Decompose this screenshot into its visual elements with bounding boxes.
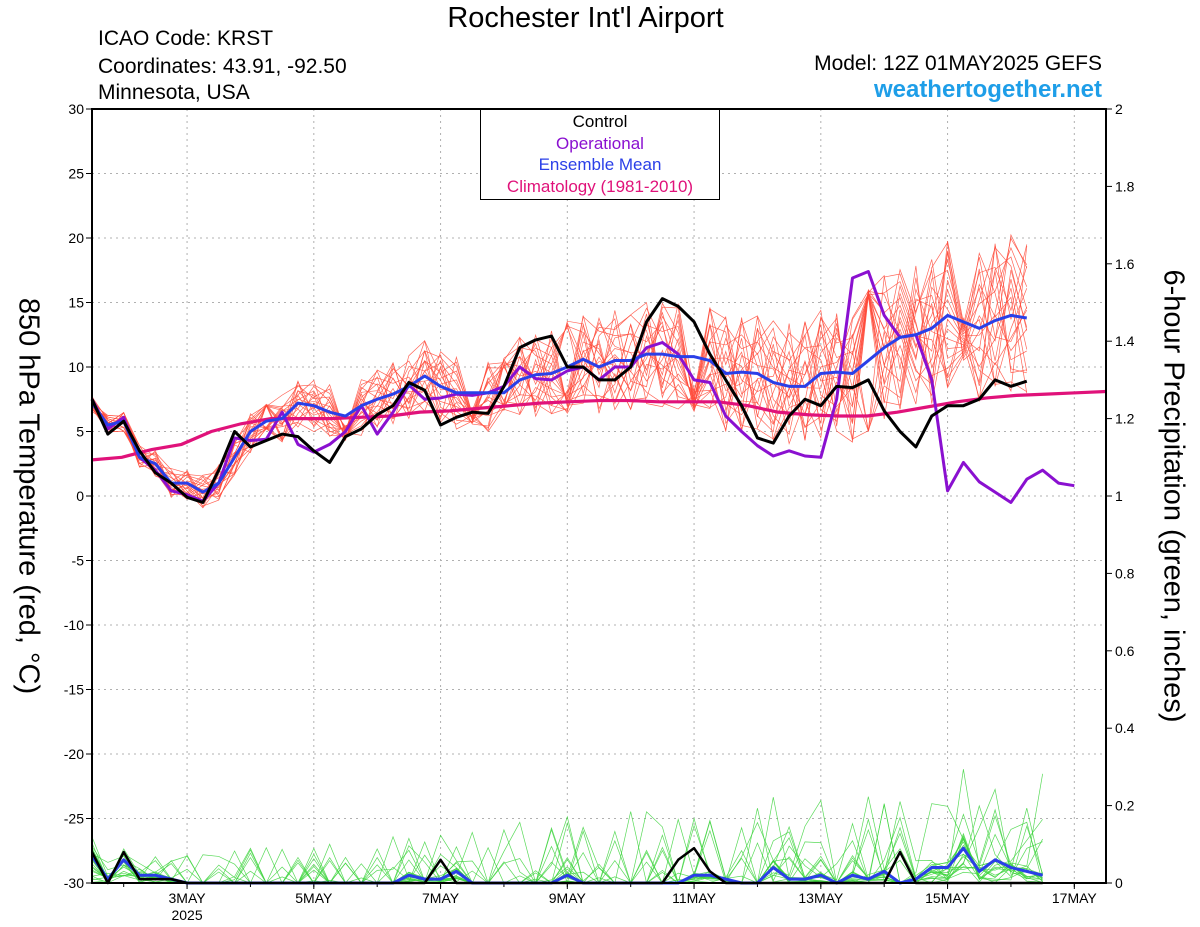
temperature-member-line [91, 241, 1027, 500]
x-tick-label: 13MAY [798, 890, 844, 906]
temperature-member-line [91, 233, 1028, 492]
x-tick-label: 3MAY [169, 890, 207, 906]
site-link[interactable]: weathertogether.net [873, 76, 1102, 103]
chart-title: Rochester Int'l Airport [447, 2, 724, 34]
x-tick-label: 11MAY [672, 890, 716, 906]
x-tick-label: 5MAY [295, 890, 333, 906]
y2-tick-label: 1.2 [1115, 411, 1135, 427]
precip-member-line [91, 797, 1043, 884]
y2-tick-label: 0.6 [1115, 643, 1135, 659]
y2-tick-label: 1.6 [1115, 256, 1135, 272]
y-tick-label: -10 [64, 617, 84, 633]
y2-tick-label: 0.4 [1115, 720, 1135, 736]
y2-tick-label: 0 [1115, 875, 1123, 891]
y-tick-label: -15 [64, 682, 84, 698]
legend-climatology: Climatology (1981-2010) [506, 176, 694, 196]
x-tick-year: 2025 [171, 907, 202, 923]
y-tick-label: -20 [64, 746, 84, 762]
x-tick-label: 17MAY [1052, 890, 1098, 906]
y-tick-label: 20 [68, 230, 84, 246]
y2-tick-label: 1.8 [1115, 178, 1135, 194]
legend-operational: Operational [556, 133, 644, 153]
legend-ensemble-mean: Ensemble Mean [538, 155, 662, 174]
y-tick-label: -25 [64, 811, 84, 827]
y2-tick-label: 0.2 [1115, 798, 1135, 814]
location-state: Minnesota, USA [98, 81, 250, 104]
ensemble-mean-line [90, 313, 1028, 494]
temperature-member-line [91, 265, 1028, 499]
x-tick-label: 7MAY [422, 890, 460, 906]
y2-tick-label: 1 [1115, 488, 1123, 504]
y2-tick-label: 2 [1115, 101, 1123, 117]
precip-member-line [91, 796, 1043, 884]
y2-tick-label: 1.4 [1115, 333, 1135, 349]
temperature-member-line [91, 269, 1028, 509]
legend: Control Operational Ensemble Mean Climat… [480, 109, 720, 200]
coordinates: Coordinates: 43.91, -92.50 [98, 55, 347, 78]
precip-member-line [91, 801, 1043, 884]
y-tick-label: 30 [68, 101, 84, 117]
y-tick-label: -30 [64, 875, 84, 891]
y2-tick-label: 0.8 [1115, 565, 1135, 581]
y-tick-label: 5 [76, 424, 84, 440]
y-tick-label: 25 [68, 166, 84, 182]
plot-frame [91, 108, 1107, 884]
temperature-member-line [91, 245, 1028, 497]
temperature-member-line [91, 288, 1027, 495]
y-tick-label: 15 [68, 295, 84, 311]
x-tick-label: 9MAY [549, 890, 587, 906]
model-run: Model: 12Z 01MAY2025 GEFS [814, 52, 1102, 75]
x-tick-label: 15MAY [925, 890, 971, 906]
y-tick-label: 10 [68, 359, 84, 375]
y-tick-label: -5 [72, 553, 85, 569]
icao-code: ICAO Code: KRST [98, 27, 274, 50]
legend-control: Control [572, 112, 628, 131]
control-line [90, 297, 1028, 504]
y-tick-label: 0 [76, 488, 84, 504]
climatology-line [91, 389, 1107, 462]
